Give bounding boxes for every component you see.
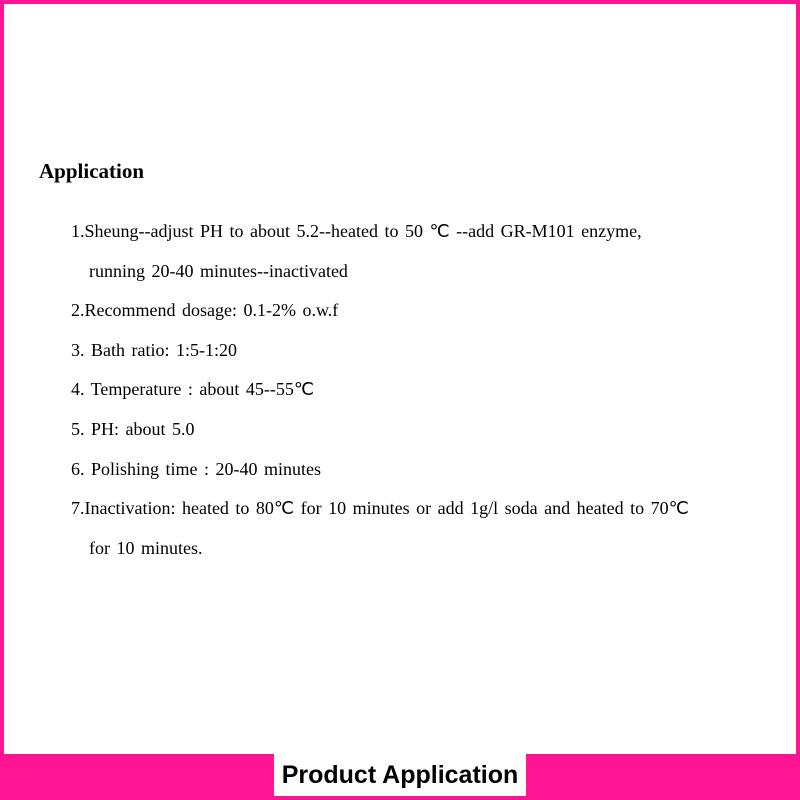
content-area: Application 1.Sheung--adjust PH to about… (4, 4, 796, 754)
footer-bar: Product Application (4, 754, 796, 796)
item-text: 3. Bath ratio: 1:5-1:20 (71, 340, 237, 360)
document-frame: Application 1.Sheung--adjust PH to about… (0, 0, 800, 800)
list-item: 1.Sheung--adjust PH to about 5.2--heated… (71, 212, 761, 291)
list-item: 3. Bath ratio: 1:5-1:20 (71, 331, 761, 371)
footer-label-container: Product Application (274, 754, 527, 796)
item-text: 2.Recommend dosage: 0.1-2% o.w.f (71, 300, 338, 320)
list-item: 7.Inactivation: heated to 80℃ for 10 min… (71, 489, 761, 568)
item-text: 6. Polishing time : 20-40 minutes (71, 459, 321, 479)
item-text: 7.Inactivation: heated to 80℃ for 10 min… (71, 498, 689, 518)
list-item: 6. Polishing time : 20-40 minutes (71, 450, 761, 490)
item-continuation: for 10 minutes. (71, 529, 761, 569)
list-item: 2.Recommend dosage: 0.1-2% o.w.f (71, 291, 761, 331)
item-text: 4. Temperature : about 45--55℃ (71, 379, 314, 399)
item-text: 5. PH: about 5.0 (71, 419, 195, 439)
section-heading: Application (39, 159, 761, 184)
application-list: 1.Sheung--adjust PH to about 5.2--heated… (39, 212, 761, 568)
item-continuation: running 20-40 minutes--inactivated (71, 252, 761, 292)
list-item: 5. PH: about 5.0 (71, 410, 761, 450)
list-item: 4. Temperature : about 45--55℃ (71, 370, 761, 410)
item-text: 1.Sheung--adjust PH to about 5.2--heated… (71, 221, 642, 241)
footer-title: Product Application (282, 761, 519, 790)
